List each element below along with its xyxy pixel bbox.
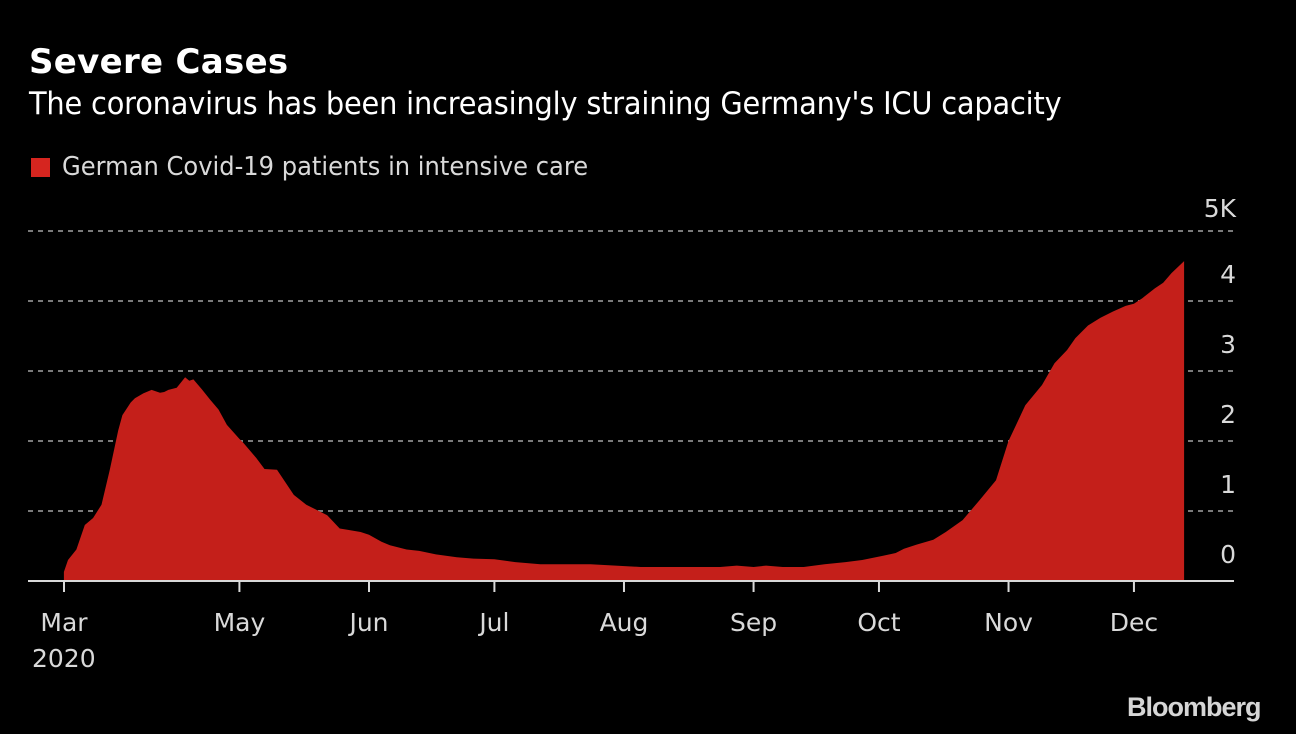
legend-swatch <box>31 157 50 177</box>
x-axis-labels: Mar 2020 May Jun Jul Aug Sep Oct Nov Dec <box>32 608 1158 673</box>
area-series-icu-patients <box>63 261 1185 581</box>
x-tick-label: Aug <box>600 608 649 637</box>
x-tick-label: Dec <box>1110 608 1158 637</box>
x-tick-label: Mar <box>40 608 88 637</box>
x-tick-label: Oct <box>857 608 900 637</box>
y-tick-label: 2 <box>1220 400 1236 429</box>
x-tick-label: Sep <box>730 608 777 637</box>
y-axis-labels: 0 1 2 3 4 5K <box>1204 194 1237 569</box>
chart-subtitle: The coronavirus has been increasingly st… <box>29 86 1062 122</box>
x-tick-label: Jul <box>477 608 509 637</box>
y-tick-label: 4 <box>1220 260 1236 289</box>
x-tick-label: Jun <box>347 608 388 637</box>
legend: German Covid-19 patients in intensive ca… <box>31 152 628 182</box>
x-tick-label: Nov <box>984 608 1033 637</box>
x-tick-label: May <box>214 608 266 637</box>
axes <box>28 580 1234 592</box>
chart-title: Severe Cases <box>29 42 289 82</box>
y-tick-label: 3 <box>1220 330 1236 359</box>
legend-label: German Covid-19 patients in intensive ca… <box>62 152 589 182</box>
series-layer <box>63 261 1185 581</box>
x-tick-year-label: 2020 <box>32 644 96 673</box>
bloomberg-logo: Bloomberg <box>1127 692 1262 722</box>
y-tick-label: 1 <box>1220 470 1236 499</box>
y-tick-label: 5K <box>1204 194 1237 223</box>
y-tick-label: 0 <box>1220 540 1236 569</box>
